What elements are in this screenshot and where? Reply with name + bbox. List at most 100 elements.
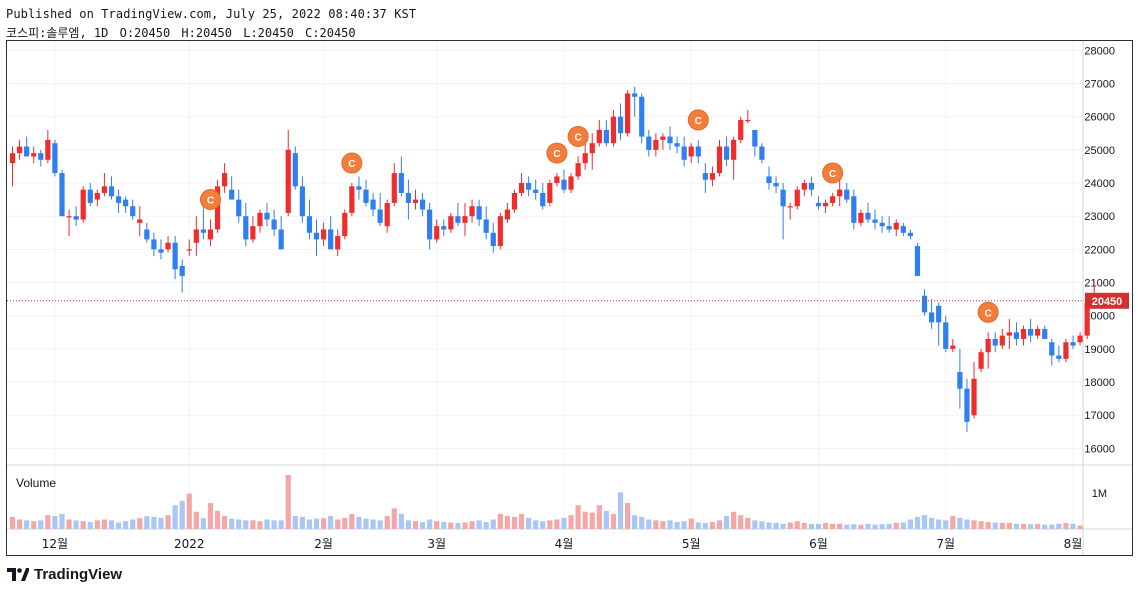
volume-bar	[257, 521, 263, 529]
volume-bar	[229, 518, 235, 529]
candle-body	[441, 226, 447, 230]
candle-body	[617, 116, 624, 134]
candle-body	[193, 229, 199, 243]
candle-body	[1013, 332, 1020, 339]
candle-body	[929, 312, 935, 323]
candle-body	[766, 176, 772, 184]
candle-body	[405, 192, 412, 203]
volume-bar	[554, 519, 560, 529]
tradingview-logo[interactable]: TradingView	[7, 566, 122, 583]
volume-bar	[412, 521, 419, 529]
candle-body	[497, 216, 503, 247]
volume-bar	[9, 516, 16, 529]
candle-body	[731, 139, 737, 160]
volume-bar	[745, 517, 751, 529]
chart-frame[interactable]: 16000 17000 18000 19000 20000 21000 22000 23000…	[6, 40, 1133, 556]
candle-body	[540, 192, 546, 207]
candle-body	[151, 239, 157, 250]
volume-bar	[285, 475, 291, 529]
volume-bar	[377, 520, 383, 529]
open-value: O:20450	[119, 26, 171, 40]
volume-bar	[250, 520, 256, 529]
volume-bar	[858, 524, 864, 529]
volume-bar	[222, 516, 228, 529]
volume-bar	[448, 522, 454, 529]
volume-bar	[794, 521, 800, 529]
candle-body	[306, 216, 313, 233]
volume-bar	[653, 520, 659, 529]
volume-bar	[356, 516, 362, 529]
volume-bar	[52, 516, 58, 529]
volume-bar	[469, 521, 475, 529]
candle-body	[738, 119, 744, 140]
volume-bar	[632, 515, 638, 529]
volume-bar	[45, 515, 51, 529]
volume-bar	[200, 518, 206, 529]
candle-body	[73, 216, 79, 220]
volume-bar	[427, 519, 433, 529]
candle-body	[773, 183, 779, 187]
candle-body	[745, 119, 751, 122]
candle-body	[335, 236, 341, 250]
candle-body	[1077, 335, 1083, 343]
volume-bar	[688, 518, 694, 529]
candle-body	[328, 229, 334, 250]
symbol-label[interactable]: 코스피:솔루엠, 1D	[6, 26, 109, 40]
candle-body	[257, 212, 263, 227]
candle-body	[370, 199, 376, 210]
price-tick-label: 28000	[1084, 45, 1115, 57]
volume-bar	[568, 515, 574, 529]
candle-body	[1070, 342, 1076, 346]
candle-body	[469, 206, 475, 217]
price-tick-label: 17000	[1084, 410, 1115, 422]
volume-bar	[667, 520, 673, 529]
volume-bar	[526, 517, 532, 529]
volume-bar	[306, 519, 313, 529]
candle-body	[1035, 328, 1041, 336]
candle-body	[985, 338, 991, 353]
candle-body	[45, 139, 51, 160]
volume-bar	[610, 513, 617, 529]
candle-body	[1027, 328, 1034, 336]
candle-body	[603, 129, 609, 144]
volume-bar	[511, 516, 518, 529]
candle-body	[137, 219, 143, 223]
volume-bar	[752, 520, 758, 529]
candle-body	[921, 295, 928, 313]
event-marker-label: C	[553, 149, 560, 160]
volume-bar	[504, 516, 510, 529]
volume-bar	[702, 522, 708, 529]
volume-bar	[1070, 523, 1076, 529]
volume-bar	[419, 522, 426, 529]
volume-bar	[533, 520, 539, 529]
volume-bar	[985, 522, 991, 529]
volume-bar	[16, 519, 23, 529]
volume-pane-label: Volume	[16, 476, 57, 490]
price-tick-label: 24000	[1084, 178, 1115, 190]
candle-body	[709, 173, 716, 180]
volume-bar	[101, 519, 108, 529]
volume-bar	[207, 503, 214, 529]
candle-body	[80, 189, 86, 220]
volume-bar	[313, 518, 320, 529]
candle-body	[172, 242, 178, 270]
candle-body	[434, 226, 440, 240]
candle-body	[250, 226, 256, 240]
candle-body	[992, 338, 998, 346]
event-marker-icon	[546, 142, 568, 164]
candle-body	[278, 229, 284, 250]
volume-bar	[851, 524, 857, 529]
price-tick-label: 27000	[1084, 78, 1115, 90]
candlestick-chart[interactable]: 16000 17000 18000 19000 20000 21000 22000 23000…	[7, 41, 1132, 555]
candle-body	[342, 212, 348, 237]
candle-body	[186, 249, 192, 251]
time-tick-label: 5월	[682, 537, 701, 551]
volume-bar	[328, 516, 334, 529]
volume-bar	[787, 522, 793, 529]
event-marker-icon	[977, 301, 999, 323]
time-tick-label: 12월	[42, 537, 68, 551]
candle-body	[554, 176, 560, 184]
candle-body	[490, 232, 496, 247]
volume-bar	[236, 519, 242, 529]
volume-bar	[518, 513, 525, 529]
